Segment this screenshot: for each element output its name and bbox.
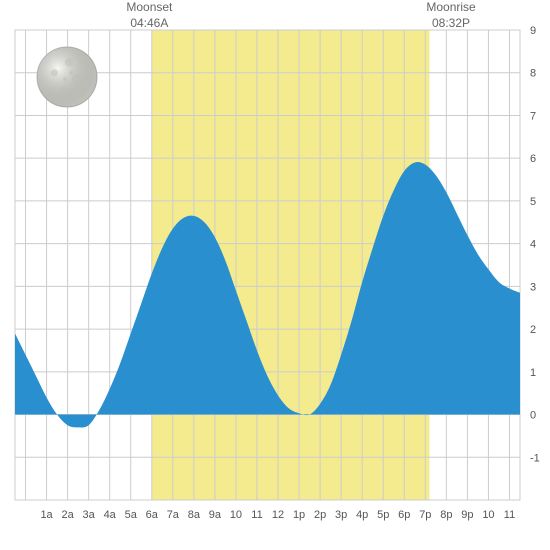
moonrise-label: Moonrise 08:32P xyxy=(426,0,475,31)
moonset-time: 04:46A xyxy=(130,16,168,30)
x-tick-label: 10 xyxy=(230,509,242,521)
x-tick-label: 8a xyxy=(188,509,201,521)
x-tick-label: 6p xyxy=(398,509,410,521)
y-tick-label: 3 xyxy=(530,281,536,293)
tide-chart: Moonset 04:46A Moonrise 08:32P 1a 2a 3a 4a 5… xyxy=(0,0,550,550)
y-tick-label: 6 xyxy=(530,153,536,165)
x-tick-label: 4p xyxy=(356,509,368,521)
y-tick-label: 1 xyxy=(530,367,536,379)
moonrise-title: Moonrise xyxy=(426,0,475,14)
x-tick-label: 8p xyxy=(440,509,452,521)
x-tick-label: 10 xyxy=(482,509,494,521)
x-tick-label: 5a xyxy=(125,509,138,521)
moon-icon xyxy=(35,45,99,109)
x-tick-label: 9a xyxy=(209,509,222,521)
x-tick-label: 7a xyxy=(167,509,180,521)
x-tick-label: 1p xyxy=(293,509,305,521)
y-tick-label: 8 xyxy=(530,68,536,80)
x-tick-label: 11 xyxy=(251,509,262,521)
x-tick-label: 11 xyxy=(504,509,515,521)
x-tick-label: 5p xyxy=(377,509,389,521)
y-tick-label: 9 xyxy=(530,25,536,37)
moon-svg xyxy=(35,45,99,109)
moonset-label: Moonset 04:46A xyxy=(126,0,172,31)
x-tick-label: 1a xyxy=(40,509,53,521)
x-tick-label: 7p xyxy=(419,509,431,521)
x-tick-label: 9p xyxy=(461,509,473,521)
moonset-title: Moonset xyxy=(126,0,172,14)
moonrise-time: 08:32P xyxy=(432,16,470,30)
x-tick-label: 2a xyxy=(61,509,74,521)
y-tick-label: 4 xyxy=(530,239,536,251)
y-tick-label: 0 xyxy=(530,410,536,422)
x-tick-label: 3a xyxy=(83,509,96,521)
y-tick-label: 7 xyxy=(530,110,536,122)
y-tick-label: -1 xyxy=(530,452,540,464)
x-tick-label: 3p xyxy=(335,509,347,521)
x-tick-label: 6a xyxy=(146,509,159,521)
x-tick-label: 12 xyxy=(272,509,284,521)
x-tick-label: 2p xyxy=(314,509,326,521)
y-tick-label: 5 xyxy=(530,196,536,208)
y-tick-label: 2 xyxy=(530,324,536,336)
x-tick-label: 4a xyxy=(104,509,117,521)
